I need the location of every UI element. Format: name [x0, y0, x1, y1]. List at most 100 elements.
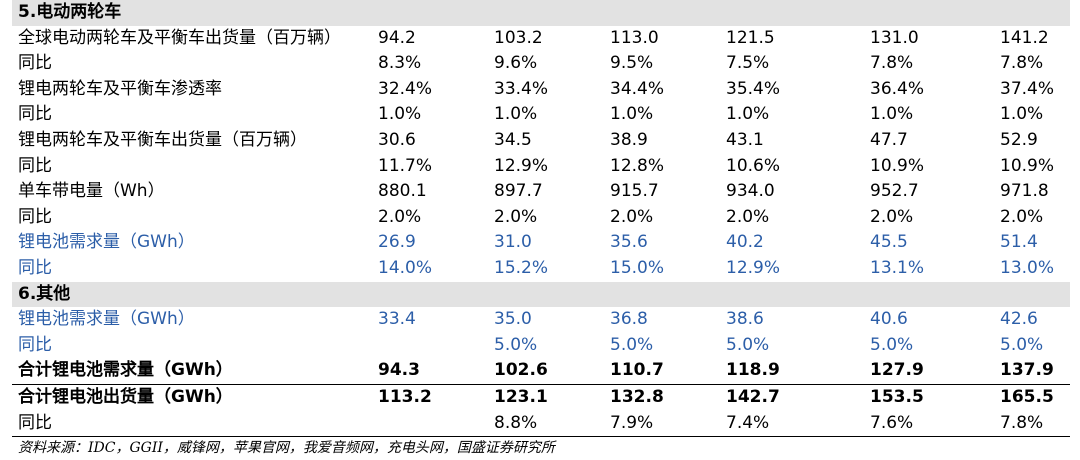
row-label: 同比: [18, 104, 52, 125]
section-header: 5.电动两轮车: [12, 0, 1070, 26]
row-value: 5.0%: [1000, 334, 1044, 355]
row-value: 9.6%: [494, 53, 538, 74]
row-value: 7.9%: [610, 412, 654, 433]
row-value: 15.0%: [610, 257, 665, 278]
row-label: 锂电两轮车及平衡车渗透率: [18, 78, 222, 99]
row-value: 897.7: [494, 181, 543, 202]
row-value: 35.4%: [726, 78, 781, 99]
table-row: 单车带电量（Wh） 880.1 897.7 915.7 934.0 952.7 971.8: [12, 179, 1070, 205]
row-value: 5.0%: [494, 334, 538, 355]
row-value: 15.2%: [494, 257, 549, 278]
row-value: 1.0%: [870, 104, 914, 125]
row-value: 971.8: [1000, 181, 1049, 202]
row-value: 2.0%: [870, 206, 914, 227]
row-value: 165.5: [1000, 386, 1054, 407]
row-value: 35.0: [494, 309, 532, 330]
row-value: 94.2: [378, 27, 416, 48]
row-label: 同比: [18, 412, 52, 433]
row-value: 915.7: [610, 181, 659, 202]
section-title: 6.其他: [18, 283, 71, 304]
row-value: 121.5: [726, 27, 775, 48]
row-value: 7.4%: [726, 412, 770, 433]
data-table: 5.电动两轮车 全球电动两轮车及平衡车出货量（百万辆） 94.2 103.2 113.0…: [12, 0, 1070, 438]
row-value: 36.4%: [870, 78, 925, 99]
row-value: 7.8%: [1000, 412, 1044, 433]
row-value: 952.7: [870, 181, 919, 202]
row-value: 38.9: [610, 129, 648, 150]
row-value: 9.5%: [610, 53, 654, 74]
row-value: 40.6: [870, 309, 908, 330]
row-value: 7.6%: [870, 412, 914, 433]
row-value: 934.0: [726, 181, 775, 202]
row-value: 31.0: [494, 232, 532, 253]
table-row: 锂电池需求量（GWh） 33.4 35.0 36.8 38.6 40.6 42.6: [12, 307, 1070, 333]
row-value: 11.7%: [378, 155, 433, 176]
row-value: 47.7: [870, 129, 908, 150]
row-value: 142.7: [726, 386, 780, 407]
row-value: 137.9: [1000, 360, 1054, 381]
row-value: 34.4%: [610, 78, 665, 99]
row-value: 132.8: [610, 386, 664, 407]
row-value: 51.4: [1000, 232, 1038, 253]
row-label: 单车带电量（Wh）: [18, 181, 165, 202]
row-label: 合计锂电池出货量（GWh）: [18, 386, 233, 407]
row-value: 26.9: [378, 232, 416, 253]
row-label: 锂电池需求量（GWh）: [18, 232, 195, 253]
row-value: 10.9%: [1000, 155, 1055, 176]
table-row: 同比 14.0% 15.2% 15.0% 12.9% 13.1% 13.0%: [12, 256, 1070, 282]
row-label: 同比: [18, 206, 52, 227]
table-row: 全球电动两轮车及平衡车出货量（百万辆） 94.2 103.2 113.0 121.5 13…: [12, 26, 1070, 52]
row-value: 113.0: [610, 27, 659, 48]
row-value: 33.4%: [494, 78, 549, 99]
table-row: 同比 1.0% 1.0% 1.0% 1.0% 1.0% 1.0%: [12, 102, 1070, 128]
row-value: 127.9: [870, 360, 924, 381]
row-value: 12.8%: [610, 155, 665, 176]
row-value: 30.6: [378, 129, 416, 150]
table-row: 同比 11.7% 12.9% 12.8% 10.6% 10.9% 10.9%: [12, 154, 1070, 180]
row-value: 153.5: [870, 386, 924, 407]
table-row: 同比 8.3% 9.6% 9.5% 7.5% 7.8% 7.8%: [12, 51, 1070, 77]
row-value: 13.0%: [1000, 257, 1055, 278]
row-value: 1.0%: [378, 104, 422, 125]
row-label: 全球电动两轮车及平衡车出货量（百万辆）: [18, 27, 341, 48]
row-value: 38.6: [726, 309, 764, 330]
row-value: 40.2: [726, 232, 764, 253]
row-value: 103.2: [494, 27, 543, 48]
row-value: 36.8: [610, 309, 648, 330]
row-value: 10.6%: [726, 155, 781, 176]
row-value: 94.3: [378, 360, 420, 381]
row-value: 10.9%: [870, 155, 925, 176]
row-value: 2.0%: [378, 206, 422, 227]
row-value: 42.6: [1000, 309, 1038, 330]
row-value: 32.4%: [378, 78, 433, 99]
row-value: 7.5%: [726, 53, 770, 74]
row-value: 8.3%: [378, 53, 422, 74]
row-value: 34.5: [494, 129, 532, 150]
row-value: 1.0%: [1000, 104, 1044, 125]
table-row: 同比 2.0% 2.0% 2.0% 2.0% 2.0% 2.0%: [12, 205, 1070, 231]
row-value: 8.8%: [494, 412, 538, 433]
table-row: 同比 8.8% 7.9% 7.4% 7.6% 7.8%: [12, 411, 1070, 438]
row-value: 13.1%: [870, 257, 925, 278]
source-note: 资料来源：IDC，GGII，威锋网，苹果官网，我爱音频网，充电头网，国盛证券研究…: [18, 440, 555, 456]
row-value: 141.2: [1000, 27, 1049, 48]
row-label: 锂电池需求量（GWh）: [18, 309, 195, 330]
row-value: 5.0%: [870, 334, 914, 355]
row-value: 5.0%: [726, 334, 770, 355]
table-row: 合计锂电池需求量（GWh） 94.3 102.6 110.7 118.9 127.9 137…: [12, 358, 1070, 384]
row-value: 123.1: [494, 386, 548, 407]
table-row: 锂电池需求量（GWh） 26.9 31.0 35.6 40.2 45.5 51.4: [12, 230, 1070, 256]
row-value: 2.0%: [726, 206, 770, 227]
row-value: 7.8%: [870, 53, 914, 74]
table-row: 锂电两轮车及平衡车出货量（百万辆） 30.6 34.5 38.9 43.1 47.7 52.…: [12, 128, 1070, 154]
section-header: 6.其他: [12, 281, 1070, 308]
row-value: 52.9: [1000, 129, 1038, 150]
row-value: 12.9%: [726, 257, 781, 278]
row-value: 1.0%: [494, 104, 538, 125]
row-value: 45.5: [870, 232, 908, 253]
row-value: 118.9: [726, 360, 780, 381]
row-value: 2.0%: [1000, 206, 1044, 227]
row-value: 2.0%: [610, 206, 654, 227]
table-row: 同比 5.0% 5.0% 5.0% 5.0% 5.0%: [12, 333, 1070, 359]
row-value: 12.9%: [494, 155, 549, 176]
